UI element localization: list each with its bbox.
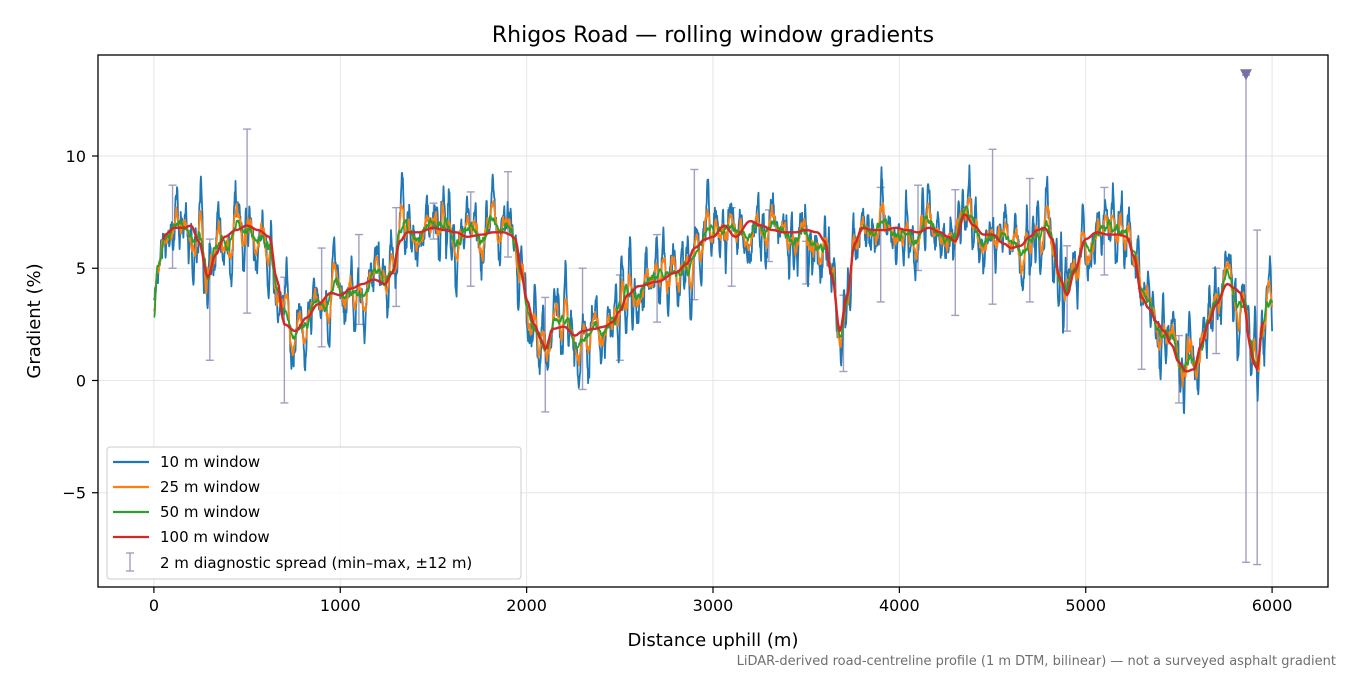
y-tick-label: 10 bbox=[66, 147, 86, 166]
series-line-50m bbox=[153, 205, 1273, 373]
outlier-marker bbox=[1240, 69, 1252, 81]
y-tick-label: 0 bbox=[76, 371, 86, 390]
legend-box bbox=[106, 446, 522, 580]
x-tick-label: 2000 bbox=[506, 596, 547, 615]
diagnostic-errorbar bbox=[317, 247, 326, 348]
legend-label-diagnostic: 2 m diagnostic spread (min–max, ±12 m) bbox=[160, 554, 472, 572]
series-line-100m bbox=[162, 213, 1264, 373]
x-tick-label: 4000 bbox=[879, 596, 920, 615]
x-tick-label: 6000 bbox=[1252, 596, 1293, 615]
x-tick-label: 5000 bbox=[1065, 596, 1106, 615]
y-tick-label: −5 bbox=[62, 484, 86, 503]
legend-label-50m: 50 m window bbox=[160, 503, 260, 521]
legend-label-100m: 100 m window bbox=[160, 528, 270, 546]
legend-label-25m: 25 m window bbox=[160, 478, 260, 496]
series-lines bbox=[153, 164, 1273, 415]
diagnostic-errorbar bbox=[466, 191, 475, 287]
y-axis-label: Gradient (%) bbox=[24, 263, 45, 378]
legend-swatch-diagnostic bbox=[126, 552, 134, 572]
x-tick-label: 1000 bbox=[320, 596, 361, 615]
chart-caption: LiDAR-derived road-centreline profile (1… bbox=[737, 654, 1336, 669]
diagnostic-errorbar bbox=[951, 188, 960, 317]
legend-label-10m: 10 m window bbox=[160, 453, 260, 471]
chart-title: Rhigos Road — rolling window gradients bbox=[492, 23, 934, 48]
legend: 10 m window 25 m window 50 m window 100 … bbox=[106, 446, 522, 580]
x-tick-label: 0 bbox=[149, 596, 159, 615]
x-tick-label: 3000 bbox=[693, 596, 734, 615]
y-tick-label: 5 bbox=[76, 259, 86, 278]
x-axis-label: Distance uphill (m) bbox=[628, 630, 799, 651]
axis-ticks: 0 1000 2000 3000 4000 5000 6000 −5 0 5 10 bbox=[62, 147, 1292, 615]
